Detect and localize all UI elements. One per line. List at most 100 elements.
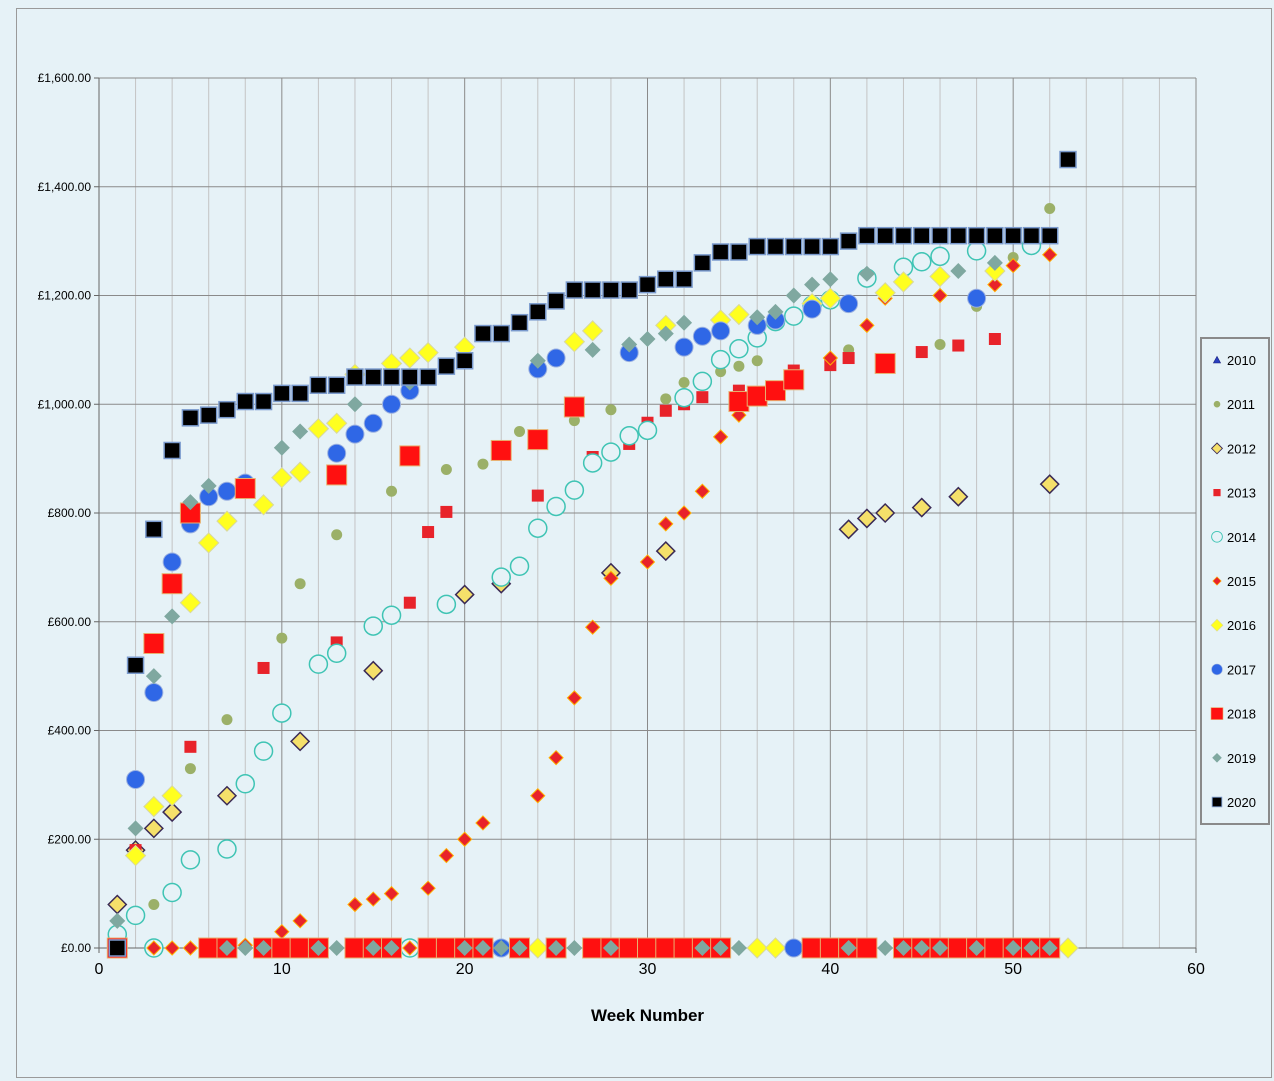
y-tick-label: £0.00 xyxy=(61,941,91,955)
data-point-2019 xyxy=(383,940,400,956)
data-point-2019 xyxy=(877,940,894,956)
data-point-2017 xyxy=(382,394,402,414)
data-point-2019 xyxy=(968,940,985,956)
data-point-2020 xyxy=(547,292,565,310)
data-point-2020 xyxy=(474,324,492,343)
data-point-2011 xyxy=(440,464,452,475)
series-2018 xyxy=(106,352,1061,959)
data-point-2015 xyxy=(438,847,455,864)
data-point-2019 xyxy=(255,940,272,956)
series-2017 xyxy=(126,288,987,958)
data-point-2014 xyxy=(381,605,402,625)
data-point-2020 xyxy=(913,226,931,245)
data-point-2017 xyxy=(967,288,987,308)
data-point-2016 xyxy=(581,320,604,342)
data-point-2013 xyxy=(659,404,672,417)
data-point-2015 xyxy=(1042,247,1058,263)
data-point-2015 xyxy=(456,831,473,847)
data-point-2014 xyxy=(966,241,987,261)
data-point-2020 xyxy=(657,270,675,288)
data-point-2014 xyxy=(528,518,548,538)
data-point-2015 xyxy=(859,317,875,334)
data-point-2015 xyxy=(584,619,601,635)
legend-marker xyxy=(1212,576,1222,586)
data-point-2016 xyxy=(1057,937,1079,959)
data-point-2015 xyxy=(402,940,418,956)
data-point-2018 xyxy=(655,937,677,959)
data-point-2019 xyxy=(712,940,729,956)
data-point-2018 xyxy=(874,352,896,374)
data-point-2018 xyxy=(618,937,640,959)
data-point-2012 xyxy=(875,502,896,524)
data-point-2014 xyxy=(272,703,292,723)
data-point-2018 xyxy=(582,937,604,959)
data-point-2019 xyxy=(566,940,583,956)
legend-label: 2011 xyxy=(1227,397,1255,412)
data-point-2016 xyxy=(252,494,275,516)
data-point-2020 xyxy=(766,237,785,256)
data-point-2015 xyxy=(292,913,308,929)
data-point-2012 xyxy=(1039,474,1060,495)
data-point-2019 xyxy=(292,423,309,440)
x-tick-label: 40 xyxy=(821,961,839,978)
data-point-2020 xyxy=(492,324,510,343)
data-point-2015 xyxy=(365,891,381,907)
y-tick-label: £1,400.00 xyxy=(38,180,92,194)
data-point-2019 xyxy=(858,265,875,282)
data-point-2019 xyxy=(621,336,638,353)
x-axis-title: Week Number xyxy=(591,1006,704,1025)
data-point-2020 xyxy=(986,226,1004,245)
data-point-2019 xyxy=(328,940,345,956)
data-point-2020 xyxy=(821,237,840,256)
data-point-2018 xyxy=(783,369,805,391)
data-point-2019 xyxy=(474,940,491,956)
data-point-2015 xyxy=(182,940,199,956)
legend-item: 2015 xyxy=(1212,574,1256,589)
data-point-2020 xyxy=(145,520,163,539)
y-tick-label: £1,600.00 xyxy=(38,71,92,85)
data-point-2018 xyxy=(637,937,658,959)
data-point-2018 xyxy=(563,396,585,418)
data-point-2014 xyxy=(180,850,201,870)
data-point-2014 xyxy=(546,496,566,517)
data-point-2014 xyxy=(308,654,329,674)
data-point-2014 xyxy=(637,420,658,441)
data-point-2012 xyxy=(655,541,676,562)
data-point-2020 xyxy=(839,232,858,250)
y-tick-label: £1,200.00 xyxy=(38,289,92,303)
data-point-2016 xyxy=(399,347,421,369)
data-point-2020 xyxy=(291,384,309,403)
data-point-2019 xyxy=(602,940,619,956)
data-point-2012 xyxy=(838,519,859,540)
data-point-2011 xyxy=(733,360,745,372)
data-point-2020 xyxy=(748,237,766,256)
data-point-2015 xyxy=(347,896,363,913)
data-point-2015 xyxy=(694,483,711,499)
y-tick-label: £1,000.00 xyxy=(38,397,92,411)
x-tick-label: 60 xyxy=(1187,961,1205,978)
data-point-2020 xyxy=(1004,226,1022,245)
data-point-2019 xyxy=(932,940,949,956)
data-point-2020 xyxy=(785,237,803,256)
data-point-2020 xyxy=(529,303,547,321)
data-point-2012 xyxy=(454,584,475,605)
data-point-2019 xyxy=(365,940,382,956)
series-2019 xyxy=(109,254,1058,956)
data-point-2015 xyxy=(658,516,674,532)
data-point-2018 xyxy=(819,937,841,959)
data-point-2015 xyxy=(530,788,546,804)
data-point-2014 xyxy=(619,426,639,446)
data-point-2017 xyxy=(162,552,182,572)
data-point-2019 xyxy=(730,940,747,956)
data-point-2017 xyxy=(345,424,365,444)
data-point-2013 xyxy=(988,333,1001,345)
data-point-2014 xyxy=(509,556,530,577)
data-point-2018 xyxy=(947,937,969,959)
data-point-2015 xyxy=(676,505,692,521)
legend-marker xyxy=(1213,400,1221,408)
data-point-2018 xyxy=(234,478,256,500)
data-point-2016 xyxy=(216,510,238,532)
data-point-2017 xyxy=(327,443,347,463)
data-point-2011 xyxy=(184,763,196,775)
data-point-2019 xyxy=(804,276,821,293)
